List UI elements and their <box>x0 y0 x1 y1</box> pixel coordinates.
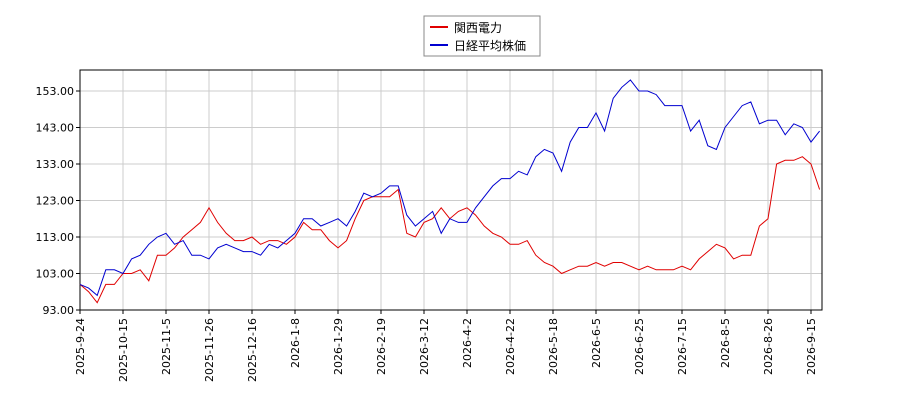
x-tick-label: 2026-1-29 <box>332 318 345 375</box>
x-tick-label: 2026-5-18 <box>547 318 560 375</box>
x-tick-label: 2026-9-15 <box>805 318 818 375</box>
y-tick-label: 133.00 <box>36 158 75 171</box>
x-tick-label: 2025-12-16 <box>246 318 259 382</box>
y-tick-label: 143.00 <box>36 121 75 134</box>
x-tick-label: 2026-1-8 <box>289 318 302 368</box>
x-tick-label: 2026-4-22 <box>504 318 517 375</box>
legend-label: 日経平均株価 <box>454 38 526 53</box>
x-tick-label: 2026-8-26 <box>762 318 775 375</box>
y-tick-label: 93.00 <box>43 304 75 317</box>
x-tick-label: 2025-10-15 <box>117 318 130 382</box>
x-tick-label: 2025-11-26 <box>203 318 216 382</box>
legend-label: 関西電力 <box>454 21 502 35</box>
series-line <box>79 79 820 297</box>
x-tick-label: 2026-7-15 <box>676 318 689 375</box>
plot-frame <box>79 69 823 311</box>
y-tick-label: 103.00 <box>36 267 75 280</box>
x-tick-label: 2025-11-5 <box>160 318 173 375</box>
x-tick-label: 2026-4-2 <box>461 318 474 368</box>
x-tick-label: 2026-8-5 <box>719 318 732 368</box>
x-tick-label: 2026-6-5 <box>590 318 603 368</box>
y-tick-label: 123.00 <box>36 194 75 207</box>
x-tick-label: 2025-9-24 <box>74 318 87 375</box>
y-tick-label: 153.00 <box>36 85 75 98</box>
x-tick-label: 2026-6-25 <box>633 318 646 375</box>
x-tick-label: 2026-2-19 <box>375 318 388 375</box>
y-tick-label: 113.00 <box>36 231 75 244</box>
legend-box <box>423 15 541 57</box>
x-tick-label: 2026-3-12 <box>418 318 431 375</box>
